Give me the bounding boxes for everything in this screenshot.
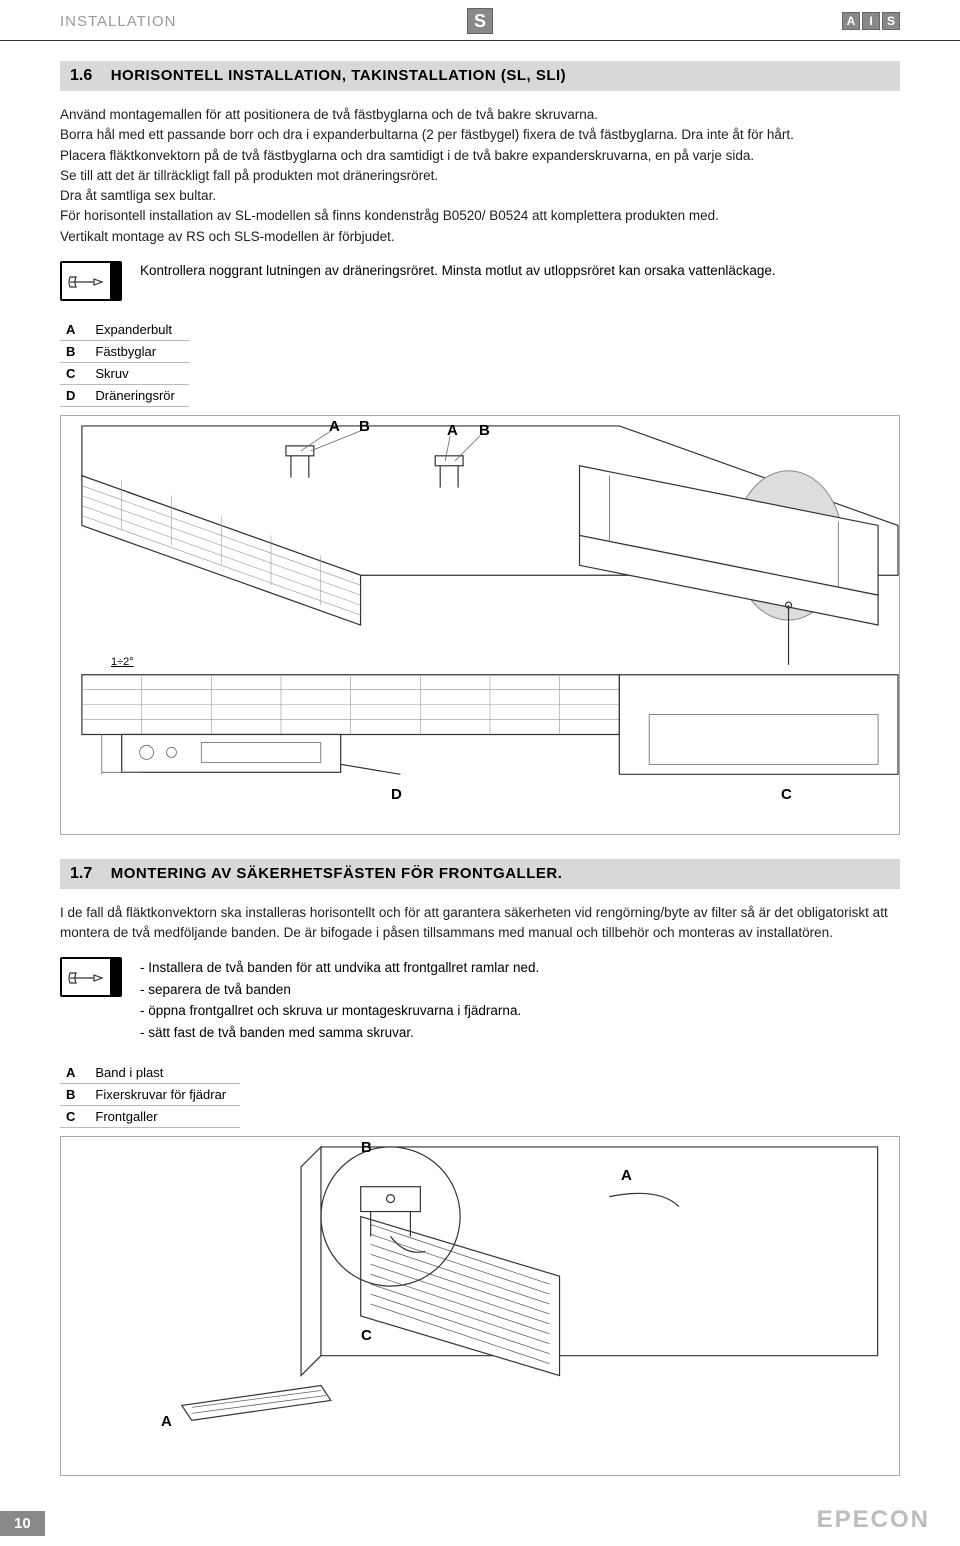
header-lang-badge: S	[467, 8, 493, 34]
page-number: 10	[0, 1511, 45, 1536]
header-badge-s: S	[882, 12, 900, 30]
section-1-6-diagram: A B A B C D 1÷2°	[60, 415, 900, 835]
section-1-6-title: HORISONTELL INSTALLATION, TAKINSTALLATIO…	[111, 67, 566, 84]
page-header: INSTALLATION S A I S	[0, 0, 960, 41]
header-right-badges: A I S	[493, 12, 900, 30]
legend-row-a: AExpanderbult	[60, 319, 189, 341]
diagram1-angle: 1÷2°	[111, 656, 134, 668]
diagram2-label-a1: A	[621, 1167, 632, 1184]
diagram-2-svg	[61, 1137, 899, 1475]
bullet-3: - öppna frontgallret och skruva ur monta…	[140, 1000, 539, 1022]
section-1-6-heading: 1.6 HORISONTELL INSTALLATION, TAKINSTALL…	[60, 61, 900, 91]
diagram1-label-b1: B	[359, 418, 370, 435]
diagram1-label-c: C	[781, 786, 792, 803]
legend2-row-a: ABand i plast	[60, 1062, 240, 1084]
diagram1-label-a2: A	[447, 422, 458, 439]
section-1-7-number: 1.7	[70, 865, 92, 882]
bullet-4: - sätt fast de två banden med samma skru…	[140, 1022, 539, 1044]
section-1-7-legend: ABand i plast BFixerskruvar för fjädrar …	[60, 1062, 240, 1128]
pointing-hand-icon	[60, 957, 122, 997]
header-badge-a: A	[842, 12, 860, 30]
legend2-row-c: CFrontgaller	[60, 1105, 240, 1127]
header-badge-i: I	[862, 12, 880, 30]
header-section-label: INSTALLATION	[60, 13, 467, 30]
section-1-6-number: 1.6	[70, 67, 92, 84]
section-1-6-note: Kontrollera noggrant lutningen av dräner…	[60, 261, 900, 301]
diagram1-label-b2: B	[479, 422, 490, 439]
section-1-7-bullets: - Installera de två banden för att undvi…	[140, 957, 539, 1043]
legend-row-c: CSkruv	[60, 362, 189, 384]
diagram1-label-d: D	[391, 786, 402, 803]
bullet-2: - separera de två banden	[140, 979, 539, 1001]
section-1-6-note-text: Kontrollera noggrant lutningen av dräner…	[140, 261, 776, 281]
section-1-7-note: - Installera de två banden för att undvi…	[60, 957, 900, 1043]
section-1-7-body: I de fall då fläktkonvektorn ska install…	[60, 903, 900, 944]
section-1-6-body: Använd montagemallen för att positionera…	[60, 105, 900, 247]
bullet-1: - Installera de två banden för att undvi…	[140, 957, 539, 979]
legend2-row-b: BFixerskruvar för fjädrar	[60, 1083, 240, 1105]
section-1-6-legend: AExpanderbult BFästbyglar CSkruv DDräner…	[60, 319, 189, 407]
diagram2-label-a2: A	[161, 1413, 172, 1430]
diagram1-label-a1: A	[329, 418, 340, 435]
section-1-7-title: MONTERING AV SÄKERHETSFÄSTEN FÖR FRONTGA…	[111, 865, 563, 882]
pointing-hand-icon	[60, 261, 122, 301]
brand-logo: EPECON	[817, 1506, 930, 1534]
legend-row-b: BFästbyglar	[60, 340, 189, 362]
diagram2-label-b: B	[361, 1139, 372, 1156]
legend-row-d: DDräneringsrör	[60, 384, 189, 406]
diagram-1-svg	[61, 416, 899, 834]
section-1-7-heading: 1.7 MONTERING AV SÄKERHETSFÄSTEN FÖR FRO…	[60, 859, 900, 889]
section-1-7-diagram: B A C A	[60, 1136, 900, 1476]
diagram2-label-c: C	[361, 1327, 372, 1344]
